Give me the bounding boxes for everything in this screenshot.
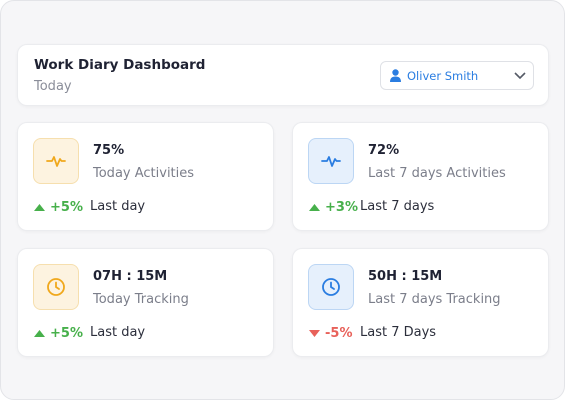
trend-up-arrow (34, 330, 45, 337)
stat-value: 75% (93, 143, 125, 158)
clock-icon (47, 278, 65, 296)
stat-value: 50H : 15M (368, 269, 443, 284)
change-value: -5% (325, 326, 353, 341)
stat-value: 07H : 15M (93, 269, 168, 284)
stat-label: Today Activities (93, 166, 195, 181)
stat-label: Last 7 days Tracking (368, 292, 501, 307)
trend-down-arrow (309, 330, 320, 337)
user-dropdown[interactable]: Oliver Smith (380, 61, 534, 90)
stat-label: Today Tracking (93, 292, 189, 307)
stat-card: 07H : 15M Today Tracking +5% Last day (17, 248, 274, 357)
icon-box (33, 138, 79, 184)
change-value: +5% (50, 326, 83, 341)
dashboard-title: Work Diary Dashboard (34, 57, 206, 73)
activity-icon (321, 156, 341, 167)
trend-up-arrow (34, 204, 45, 211)
user-name: Oliver Smith (407, 69, 479, 83)
stat-label: Last 7 days Activities (368, 166, 506, 181)
change-period: Last 7 Days (360, 325, 437, 340)
icon-box (308, 264, 354, 310)
stat-value: 72% (368, 143, 400, 158)
change-value: +3% (325, 200, 358, 215)
change-period: Last day (90, 325, 146, 340)
change-period: Last day (90, 199, 146, 214)
stat-card: 72% Last 7 days Activities +3% Last 7 days (292, 122, 549, 231)
stat-card: 50H : 15M Last 7 days Tracking -5% Last 7 D… (292, 248, 549, 357)
activity-icon (46, 156, 66, 167)
change-value: +5% (50, 200, 83, 215)
icon-box (308, 138, 354, 184)
change-period: Last 7 days (360, 199, 435, 214)
dashboard-subtitle: Today (34, 79, 72, 94)
chevron-icon (514, 72, 526, 80)
stat-card: 75% Today Activities +5% Last day (17, 122, 274, 231)
icon-box (33, 264, 79, 310)
header-panel: Work Diary Dashboard Today Oliver Smith (17, 44, 549, 106)
user-icon (390, 69, 401, 82)
trend-up-arrow (309, 204, 320, 211)
clock-icon (322, 278, 340, 296)
